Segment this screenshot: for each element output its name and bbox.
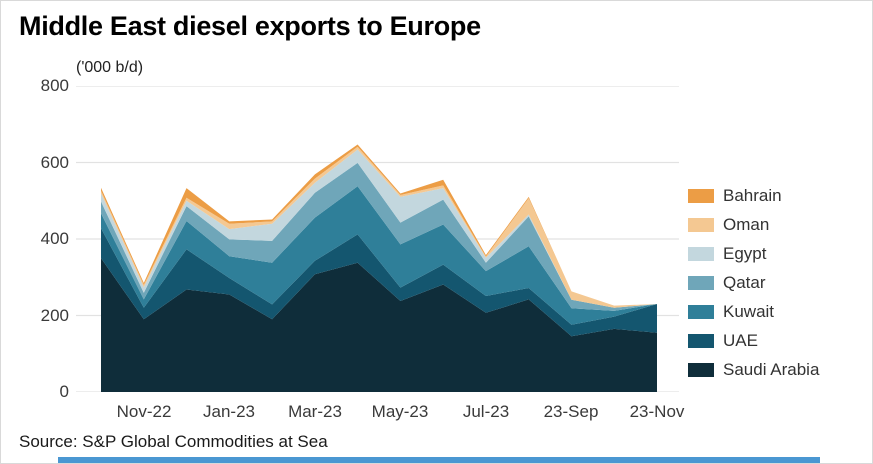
legend-label: Saudi Arabia xyxy=(723,359,820,379)
legend-label: Egypt xyxy=(723,243,767,263)
x-axis-tick-label: Jul-23 xyxy=(462,402,510,421)
legend-label: Bahrain xyxy=(723,185,782,205)
legend-item-bahrain: Bahrain xyxy=(688,181,868,210)
page-title: Middle East diesel exports to Europe xyxy=(19,11,481,41)
legend-item-qatar: Qatar xyxy=(688,268,868,297)
legend-swatch xyxy=(688,188,714,203)
legend-swatch xyxy=(688,275,714,290)
source-credit: Source: S&P Global Commodities at Sea xyxy=(19,432,328,451)
x-axis-tick-label: Nov-22 xyxy=(116,402,172,421)
x-axis-tick-label: Jan-23 xyxy=(203,402,255,421)
y-axis: 0 200 400 600 800 xyxy=(1,1,69,463)
legend-item-saudi-arabia: Saudi Arabia xyxy=(688,355,868,384)
x-axis-tick-label: 23-Nov xyxy=(629,402,685,421)
legend-label: Oman xyxy=(723,214,770,234)
x-axis-tick-label: Mar-23 xyxy=(288,402,342,421)
y-axis-tick-label: 200 xyxy=(40,306,69,325)
legend-swatch xyxy=(688,246,714,261)
y-axis-tick-label: 400 xyxy=(40,229,69,248)
x-axis-tick-label: May-23 xyxy=(371,402,429,421)
legend-label: Qatar xyxy=(723,272,766,292)
legend-label: Kuwait xyxy=(723,301,775,321)
legend: Bahrain Oman Egypt Qatar Kuwait UAE Saudi Arab… xyxy=(688,181,868,384)
area-band-kuwait xyxy=(101,186,657,325)
stacked-area-chart xyxy=(76,86,679,392)
legend-item-uae: UAE xyxy=(688,326,868,355)
area-band-saudi-arabia xyxy=(101,258,657,392)
area-band-qatar xyxy=(101,162,657,311)
legend-label: UAE xyxy=(723,330,758,350)
legend-swatch xyxy=(688,217,714,232)
area-band-uae xyxy=(101,228,657,337)
legend-swatch xyxy=(688,362,714,377)
accent-bar xyxy=(58,457,820,463)
legend-item-egypt: Egypt xyxy=(688,239,868,268)
legend-swatch xyxy=(688,333,714,348)
legend-item-oman: Oman xyxy=(688,210,868,239)
legend-item-kuwait: Kuwait xyxy=(688,297,868,326)
y-axis-tick-label: 0 xyxy=(59,382,69,401)
legend-swatch xyxy=(688,304,714,319)
x-axis-tick-label: 23-Sep xyxy=(543,402,599,421)
area-band-egypt xyxy=(101,149,657,308)
y-axis-tick-label: 800 xyxy=(40,76,69,95)
units-label: ('000 b/d) xyxy=(76,59,144,76)
x-axis: Nov-22 Jan-23 Mar-23 May-23 Jul-23 23-Sep 23-N… xyxy=(1,402,872,424)
y-axis-tick-label: 600 xyxy=(40,153,69,172)
